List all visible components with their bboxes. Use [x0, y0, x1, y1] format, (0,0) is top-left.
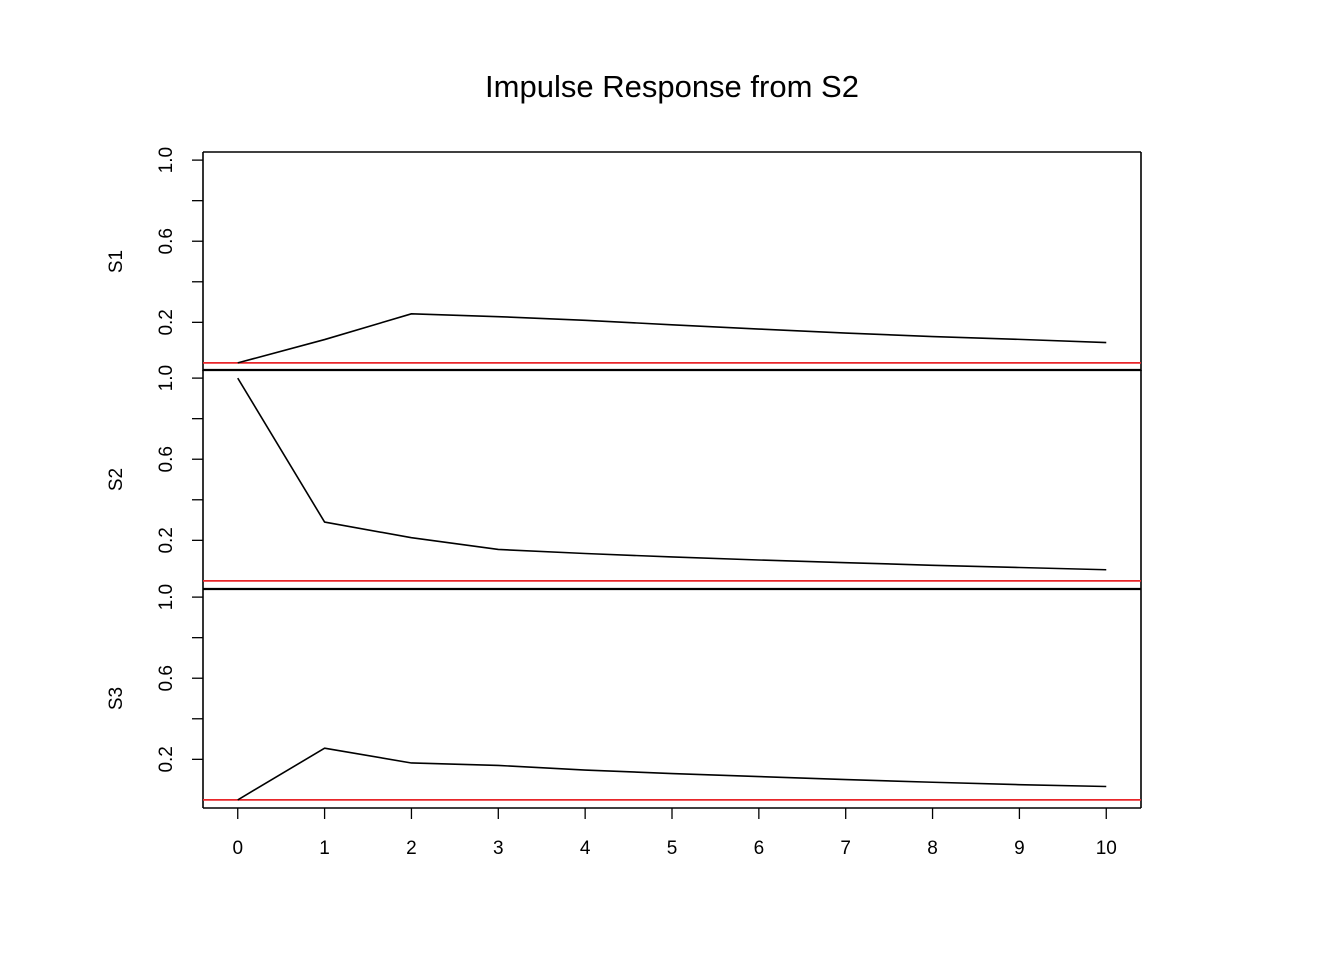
panel-label-s3: S3	[106, 687, 127, 710]
x-tick-label: 3	[493, 838, 504, 859]
x-tick-label: 0	[232, 838, 243, 859]
y-tick-label: 1.0	[156, 584, 177, 610]
y-tick-label: 0.6	[156, 665, 177, 691]
panel-s3: 0.2 0.6 1.0 S3	[106, 584, 1142, 809]
x-tick-label: 8	[927, 838, 938, 859]
panel-label-s2: S2	[106, 468, 127, 491]
y-tick-label: 0.6	[156, 228, 177, 254]
y-tick-label: 0.6	[156, 446, 177, 472]
x-tick-label: 1	[319, 838, 330, 859]
x-tick-label: 2	[406, 838, 417, 859]
panel-s2: 0.2 0.6 1.0 S2	[106, 365, 1142, 589]
x-tick-label: 10	[1096, 838, 1117, 859]
x-tick-label: 7	[840, 838, 851, 859]
chart-title: Impulse Response from S2	[485, 69, 859, 104]
panel-label-s1: S1	[106, 250, 127, 273]
x-tick-label: 4	[580, 838, 591, 859]
y-tick-label: 1.0	[156, 365, 177, 391]
y-tick-label: 0.2	[156, 527, 177, 553]
response-line-s2	[237, 377, 1107, 571]
y-tick-label: 0.2	[156, 309, 177, 335]
panels-group: 0.2 0.6 1.0 S1 0.2 0.6 1.0 S2 0.2 0.6 1.0 S3	[106, 147, 1142, 809]
x-tick-label: 5	[667, 838, 678, 859]
response-line-s1	[237, 313, 1107, 364]
x-tick-label: 9	[1014, 838, 1025, 859]
y-tick-label: 1.0	[156, 147, 177, 173]
x-axis: 0 1 2 3 4 5 6 7 8 9 10	[232, 808, 1117, 859]
panel-s1: 0.2 0.6 1.0 S1	[106, 147, 1142, 371]
x-tick-label: 6	[754, 838, 765, 859]
response-line-s3	[237, 747, 1107, 801]
y-tick-label: 0.2	[156, 746, 177, 772]
